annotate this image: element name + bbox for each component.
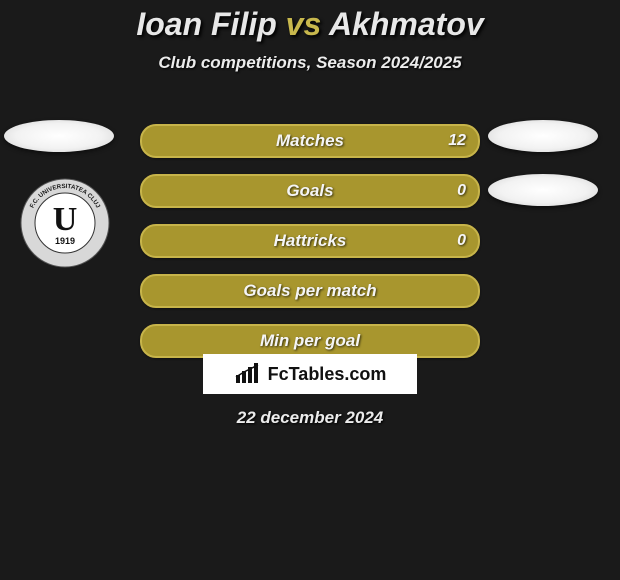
stat-label: Min per goal [142,331,478,351]
date-text: 22 december 2024 [0,408,620,428]
stat-label: Hattricks [142,231,478,251]
title: Ioan Filip vs Akhmatov [0,0,620,43]
stat-row-min-per-goal: Min per goal [140,324,480,358]
player1-photo-placeholder [4,120,114,152]
stat-label: Goals per match [142,281,478,301]
subtitle: Club competitions, Season 2024/2025 [0,53,620,73]
svg-text:1919: 1919 [55,236,75,246]
watermark-text: FcTables.com [268,364,387,385]
svg-text:U: U [53,201,78,238]
stat-row-matches: Matches 12 [140,124,480,158]
stat-right: 0 [457,232,466,250]
stat-right: 0 [457,182,466,200]
player1-club-logo: F.C. UNIVERSITATEA CLUJ U 1919 [20,178,110,268]
player2-name: Akhmatov [329,6,484,42]
stat-row-goals-per-match: Goals per match [140,274,480,308]
bar-chart-icon [234,363,262,385]
watermark: FcTables.com [203,354,417,394]
stats-table: Matches 12 Goals 0 Hattricks 0 Goals per… [140,124,480,374]
stat-right: 12 [448,132,466,150]
stat-row-goals: Goals 0 [140,174,480,208]
player1-name: Ioan Filip [136,6,276,42]
stat-label: Matches [142,131,478,151]
player2-club-placeholder [488,174,598,206]
player2-photo-placeholder [488,120,598,152]
stat-label: Goals [142,181,478,201]
vs-text: vs [286,6,322,42]
stat-row-hattricks: Hattricks 0 [140,224,480,258]
